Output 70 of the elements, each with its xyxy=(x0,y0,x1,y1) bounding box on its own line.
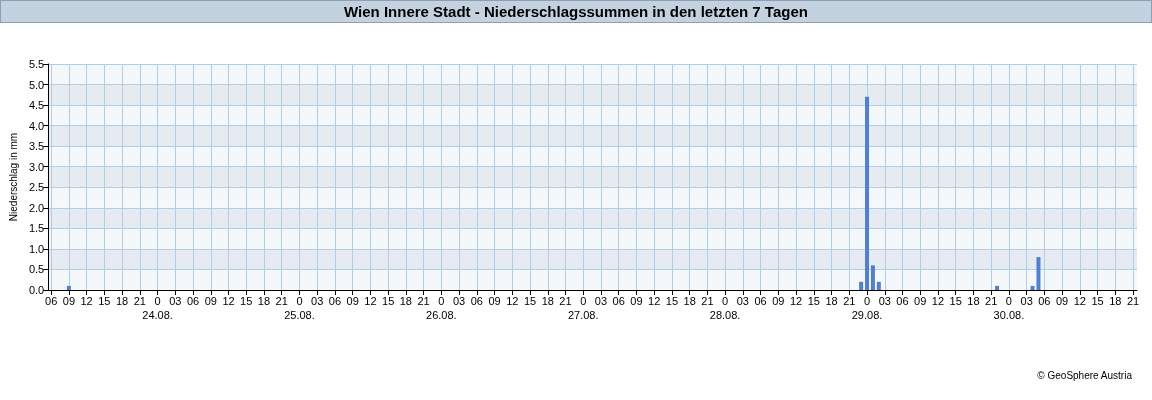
y-tick-label: 1.0 xyxy=(28,242,45,255)
x-tick-label: 06 xyxy=(1038,295,1051,307)
x-tick-label: 21 xyxy=(559,295,572,307)
x-tick-label: 18 xyxy=(825,295,838,307)
y-tick-label: 2.5 xyxy=(28,181,45,194)
x-tick-label: 06 xyxy=(754,295,767,307)
y-tick-label: 0.0 xyxy=(28,284,45,296)
x-tick-label: 03 xyxy=(452,295,466,307)
x-tick-label: 12 xyxy=(1073,295,1086,307)
x-tick-label: 09 xyxy=(488,295,501,307)
x-tick-label: 03 xyxy=(736,295,749,307)
x-tick-label: 09 xyxy=(204,295,217,307)
y-tick-label: 0.5 xyxy=(28,263,45,276)
x-tick-label: 15 xyxy=(98,295,111,307)
x-tick-label: 03 xyxy=(878,295,891,307)
x-tick-label: 18 xyxy=(967,295,980,307)
x-tick-label: 12 xyxy=(648,295,661,307)
x-tick-label: 06 xyxy=(186,295,200,307)
x-tick-label: 15 xyxy=(665,295,679,307)
x-tick-label: 06 xyxy=(45,295,58,307)
y-tick-label: 3.5 xyxy=(28,140,45,153)
x-tick-label: 09 xyxy=(772,295,785,307)
x-tick-label: 15 xyxy=(807,295,820,307)
x-tick-label: 15 xyxy=(240,295,253,307)
x-tick-label: 12 xyxy=(506,295,519,307)
x-tick-label: 12 xyxy=(789,295,803,307)
x-tick-label: 21 xyxy=(133,295,146,307)
x-tick-label: 06 xyxy=(328,295,342,307)
x-tick-label: 21 xyxy=(843,295,856,307)
x-tick-label: 12 xyxy=(931,295,945,307)
x-tick-label: 06 xyxy=(470,295,483,307)
x-tick-label: 09 xyxy=(1055,295,1069,307)
x-tick-label: 12 xyxy=(222,295,235,307)
text: © GeoSphere Austria xyxy=(1037,370,1132,381)
y-tick-label: 1.5 xyxy=(28,222,45,235)
x-tick-label: 15 xyxy=(949,295,962,307)
y-tick-label: 5.0 xyxy=(28,78,45,91)
x-tick-label: 18 xyxy=(541,295,554,307)
x-tick-label: 09 xyxy=(62,295,76,307)
x-tick-label: 15 xyxy=(382,295,395,307)
x-tick-label: 06 xyxy=(896,295,909,307)
x-tick-label: 09 xyxy=(346,295,359,307)
y-tick-label: 4.5 xyxy=(28,99,45,112)
y-tick-label: 2.0 xyxy=(28,201,45,214)
x-tick-label: 21 xyxy=(417,295,430,307)
x-tick-label: 03 xyxy=(594,295,608,307)
x-tick-label: 18 xyxy=(683,295,696,307)
x-tick-label: 18 xyxy=(115,295,129,307)
chart-title: Wien Innere Stadt - Niederschlagssummen in den letzten 7 Tagen xyxy=(0,0,1152,23)
x-tick-label: 21 xyxy=(985,295,998,307)
x-tick-label: 09 xyxy=(630,295,643,307)
y-tick-label: 5.5 xyxy=(28,58,45,70)
y-tick-label: 3.0 xyxy=(28,160,45,173)
x-tick-label: 03 xyxy=(311,295,324,307)
x-tick-label: 06 xyxy=(612,295,625,307)
x-tick-label: 18 xyxy=(1109,295,1122,307)
x-tick-label: 03 xyxy=(169,295,182,307)
x-tick-label: 12 xyxy=(364,295,377,307)
x-tick-label: 12 xyxy=(80,295,93,307)
x-tick-label: 18 xyxy=(257,295,271,307)
x-tick-label: 09 xyxy=(914,295,927,307)
x-tick-label: 18 xyxy=(399,295,412,307)
x-tick-label: 21 xyxy=(275,295,288,307)
x-tick-label: 15 xyxy=(1091,295,1104,307)
x-tick-label: 21 xyxy=(1126,295,1140,307)
x-tick-label: 15 xyxy=(523,295,537,307)
x-tick-label: 21 xyxy=(701,295,714,307)
x-tick-label: 03 xyxy=(1020,295,1033,307)
y-axis-title: Niederschlag in mm xyxy=(7,132,19,222)
y-tick-label: 4.0 xyxy=(28,119,45,132)
